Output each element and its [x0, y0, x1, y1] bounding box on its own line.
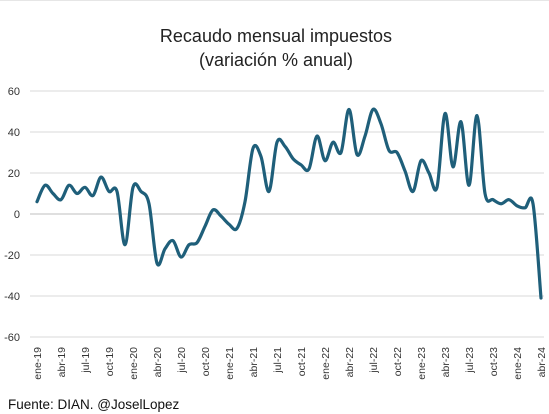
- chart-title-line-2: (variación % anual): [199, 50, 353, 70]
- top-border: [0, 0, 549, 1]
- x-tick-label: oct-19: [104, 347, 116, 376]
- x-tick-label: ene-24: [512, 347, 524, 380]
- x-tick-label: jul-20: [176, 347, 188, 374]
- x-tick-label: abr-24: [536, 347, 548, 378]
- x-tick-label: abr-20: [152, 347, 164, 378]
- x-tick-label: jul-22: [368, 347, 380, 374]
- x-tick-label: oct-23: [488, 347, 500, 376]
- y-tick-label: 60: [8, 86, 20, 98]
- series-line: [35, 107, 543, 300]
- y-tick-label: 0: [14, 209, 20, 221]
- x-axis-ticks: ene-19 abr-19 jul-19 oct-19 ene-20 abr-20 jul-…: [32, 347, 548, 380]
- y-axis-ticks: -60 -40 -20 0 20 40 60: [4, 86, 20, 344]
- x-tick-label: jul-23: [464, 347, 476, 374]
- x-tick-label: oct-21: [296, 347, 308, 376]
- x-tick-label: jul-21: [272, 347, 284, 374]
- x-tick-label: ene-19: [32, 347, 44, 380]
- x-tick-label: ene-20: [128, 347, 140, 380]
- x-tick-label: oct-22: [392, 347, 404, 376]
- chart-title-line-1: Recaudo mensual impuestos: [160, 26, 392, 46]
- series-layer: [35, 107, 543, 300]
- x-tick-label: abr-21: [248, 347, 260, 378]
- x-tick-label: abr-19: [56, 347, 68, 378]
- x-tick-label: ene-23: [416, 347, 428, 380]
- source-note: Fuente: DIAN. @JoselLopez: [8, 397, 180, 412]
- y-tick-label: -20: [4, 250, 20, 262]
- x-tick-label: jul-19: [80, 347, 92, 374]
- x-tick-label: ene-21: [224, 347, 236, 380]
- x-tick-label: abr-22: [344, 347, 356, 378]
- x-tick-label: ene-22: [320, 347, 332, 380]
- gridlines: [30, 90, 544, 338]
- x-tick-label: abr-23: [440, 347, 452, 378]
- y-tick-label: -40: [4, 291, 20, 303]
- y-tick-label: 40: [8, 127, 20, 139]
- line-chart: Recaudo mensual impuestos (variación % a…: [4, 26, 548, 380]
- y-tick-label: 20: [8, 168, 20, 180]
- y-tick-label: -60: [4, 332, 20, 344]
- x-tick-label: oct-20: [200, 347, 212, 376]
